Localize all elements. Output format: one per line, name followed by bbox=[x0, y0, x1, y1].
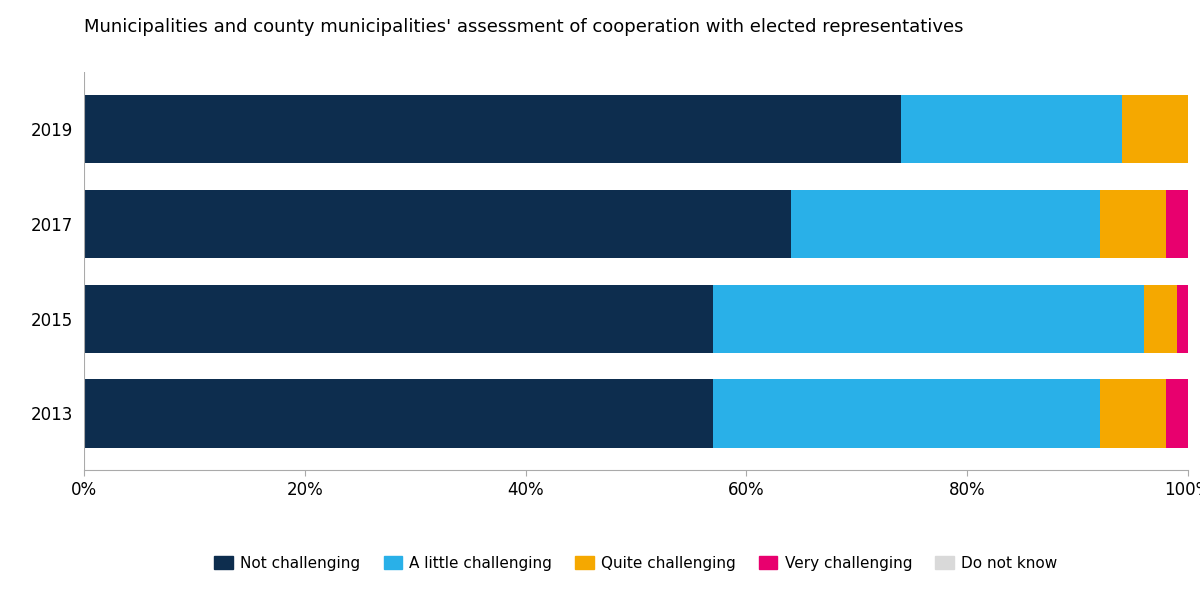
Bar bbox=[84, 285, 713, 353]
Bar bbox=[713, 379, 1099, 447]
Legend: Not challenging, A little challenging, Quite challenging, Very challenging, Do n: Not challenging, A little challenging, Q… bbox=[209, 549, 1063, 577]
Bar bbox=[84, 95, 901, 163]
Bar bbox=[84, 190, 791, 258]
Bar bbox=[713, 285, 1144, 353]
Bar bbox=[1166, 379, 1188, 447]
Bar bbox=[1099, 379, 1166, 447]
Bar bbox=[1177, 285, 1188, 353]
Bar bbox=[1122, 95, 1188, 163]
Bar bbox=[791, 190, 1099, 258]
Bar bbox=[1099, 190, 1166, 258]
Bar bbox=[1166, 190, 1188, 258]
Bar bbox=[84, 379, 713, 447]
Bar bbox=[1144, 285, 1177, 353]
Text: Municipalities and county municipalities' assessment of cooperation with elected: Municipalities and county municipalities… bbox=[84, 18, 964, 36]
Bar bbox=[901, 95, 1122, 163]
